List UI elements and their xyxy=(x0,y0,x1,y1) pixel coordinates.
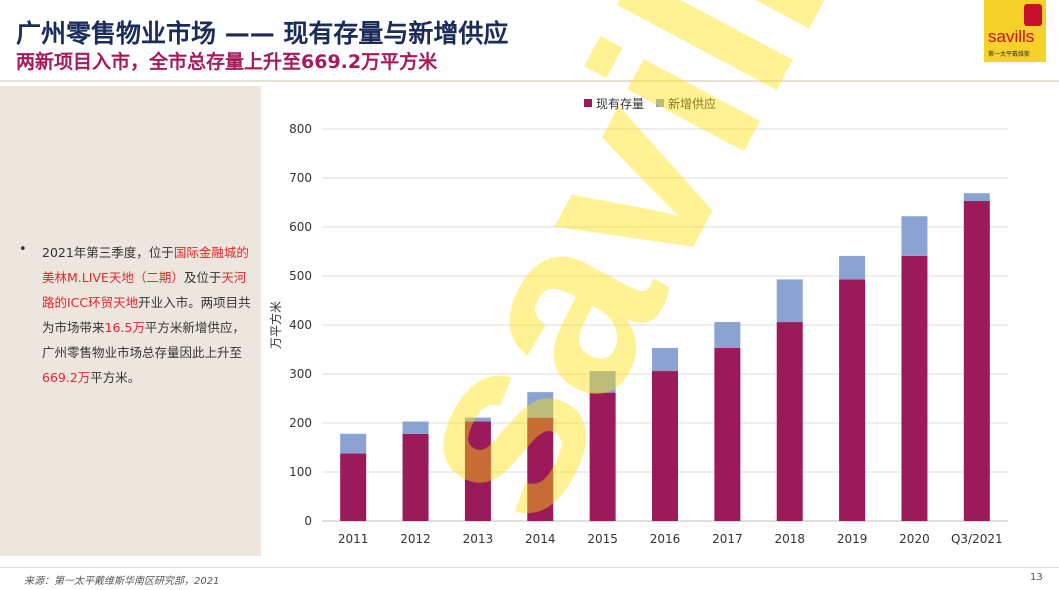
bar-existing-stock xyxy=(776,322,803,521)
commentary-text: 2021年第三季度，位于国际金融城的美林M.LIVE天地（二期）及位于天河路的I… xyxy=(42,240,254,390)
y-tick-label: 500 xyxy=(289,269,312,283)
footer-divider xyxy=(0,567,1059,568)
x-tick-label: 2020 xyxy=(899,532,930,546)
bar-existing-stock xyxy=(402,433,429,521)
bar-existing-stock xyxy=(340,453,367,521)
bar-existing-stock xyxy=(589,392,616,521)
x-tick-label: 2015 xyxy=(587,532,618,546)
y-tick-label: 200 xyxy=(289,416,312,430)
x-tick-label: 2012 xyxy=(400,532,431,546)
highlight-text: 669.2万 xyxy=(42,370,91,385)
x-tick-label: 2017 xyxy=(712,532,743,546)
y-axis-label: 万平方米 xyxy=(268,301,283,349)
body-text: 及位于 xyxy=(183,270,222,285)
bar-new-supply xyxy=(776,279,803,323)
logo-word: savills xyxy=(988,27,1035,46)
bar-new-supply xyxy=(839,255,866,280)
page-title: 广州零售物业市场 —— 现有存量与新增供应 xyxy=(16,19,509,48)
body-text: 2021年第三季度，位于 xyxy=(42,245,174,260)
x-tick-label: 2013 xyxy=(463,532,494,546)
body-text: 平方米。 xyxy=(90,370,141,385)
y-tick-label: 0 xyxy=(304,514,312,528)
highlight-text: 16.5万 xyxy=(104,320,145,335)
legend-label: 现有存量 xyxy=(596,97,644,111)
legend-swatch xyxy=(656,99,664,107)
body-text: 平方米新增供应，广州零售物业市场总存量因此上升至 xyxy=(42,320,245,360)
logo-badge-icon xyxy=(1024,4,1042,26)
bar-new-supply xyxy=(963,193,990,202)
y-tick-label: 400 xyxy=(289,318,312,332)
savills-logo: savills 第一太平戴维斯 xyxy=(984,0,1046,62)
y-tick-label: 600 xyxy=(289,220,312,234)
header-divider xyxy=(0,80,1059,82)
bar-existing-stock xyxy=(652,371,678,521)
bar-new-supply xyxy=(714,322,741,349)
y-tick-label: 300 xyxy=(289,367,312,381)
source-note: 来源：第一太平戴维斯华南区研究部，2021 xyxy=(24,576,220,587)
highlight-text: 国际金融城的美林M.LIVE天地（二期） xyxy=(42,245,249,285)
bar-new-supply xyxy=(901,216,928,256)
logo-subtitle: 第一太平戴维斯 xyxy=(988,51,1031,58)
page-subtitle: 两新项目入市，全市总存量上升至669.2万平方米 xyxy=(16,51,438,73)
bar-existing-stock xyxy=(714,348,741,521)
body-text: 开业入市。两项目共为市场带来 xyxy=(42,295,251,335)
y-tick-label: 800 xyxy=(289,122,312,136)
x-tick-label: 2019 xyxy=(837,532,868,546)
bar-new-supply xyxy=(589,371,616,393)
y-tick-label: 700 xyxy=(289,171,312,185)
x-tick-label: 2016 xyxy=(650,532,681,546)
x-tick-label: Q3/2021 xyxy=(951,532,1003,546)
bar-existing-stock xyxy=(839,279,866,521)
bar-new-supply xyxy=(527,392,554,418)
bar-existing-stock xyxy=(901,255,928,521)
bar-existing-stock xyxy=(464,421,491,521)
bar-existing-stock xyxy=(527,417,554,521)
highlight-text: 天河路的ICC环贸天地 xyxy=(42,270,247,310)
bar-new-supply xyxy=(402,421,429,434)
bar-new-supply xyxy=(340,433,367,454)
x-tick-label: 2018 xyxy=(774,532,805,546)
x-tick-label: 2011 xyxy=(338,532,369,546)
legend-swatch xyxy=(584,99,592,107)
x-tick-label: 2014 xyxy=(525,532,556,546)
bar-new-supply xyxy=(652,348,678,372)
bar-existing-stock xyxy=(963,201,990,521)
bullet-marker: • xyxy=(19,242,27,257)
page-number: 13 xyxy=(1030,572,1043,583)
bar-new-supply xyxy=(464,417,491,422)
y-tick-label: 100 xyxy=(289,465,312,479)
commentary-panel xyxy=(0,86,261,556)
legend-label: 新增供应 xyxy=(668,96,716,111)
stock-supply-bar-chart: 0 100 200 300 400 500 600 700 800 万平方米 2011 2012 201… xyxy=(268,96,1008,546)
